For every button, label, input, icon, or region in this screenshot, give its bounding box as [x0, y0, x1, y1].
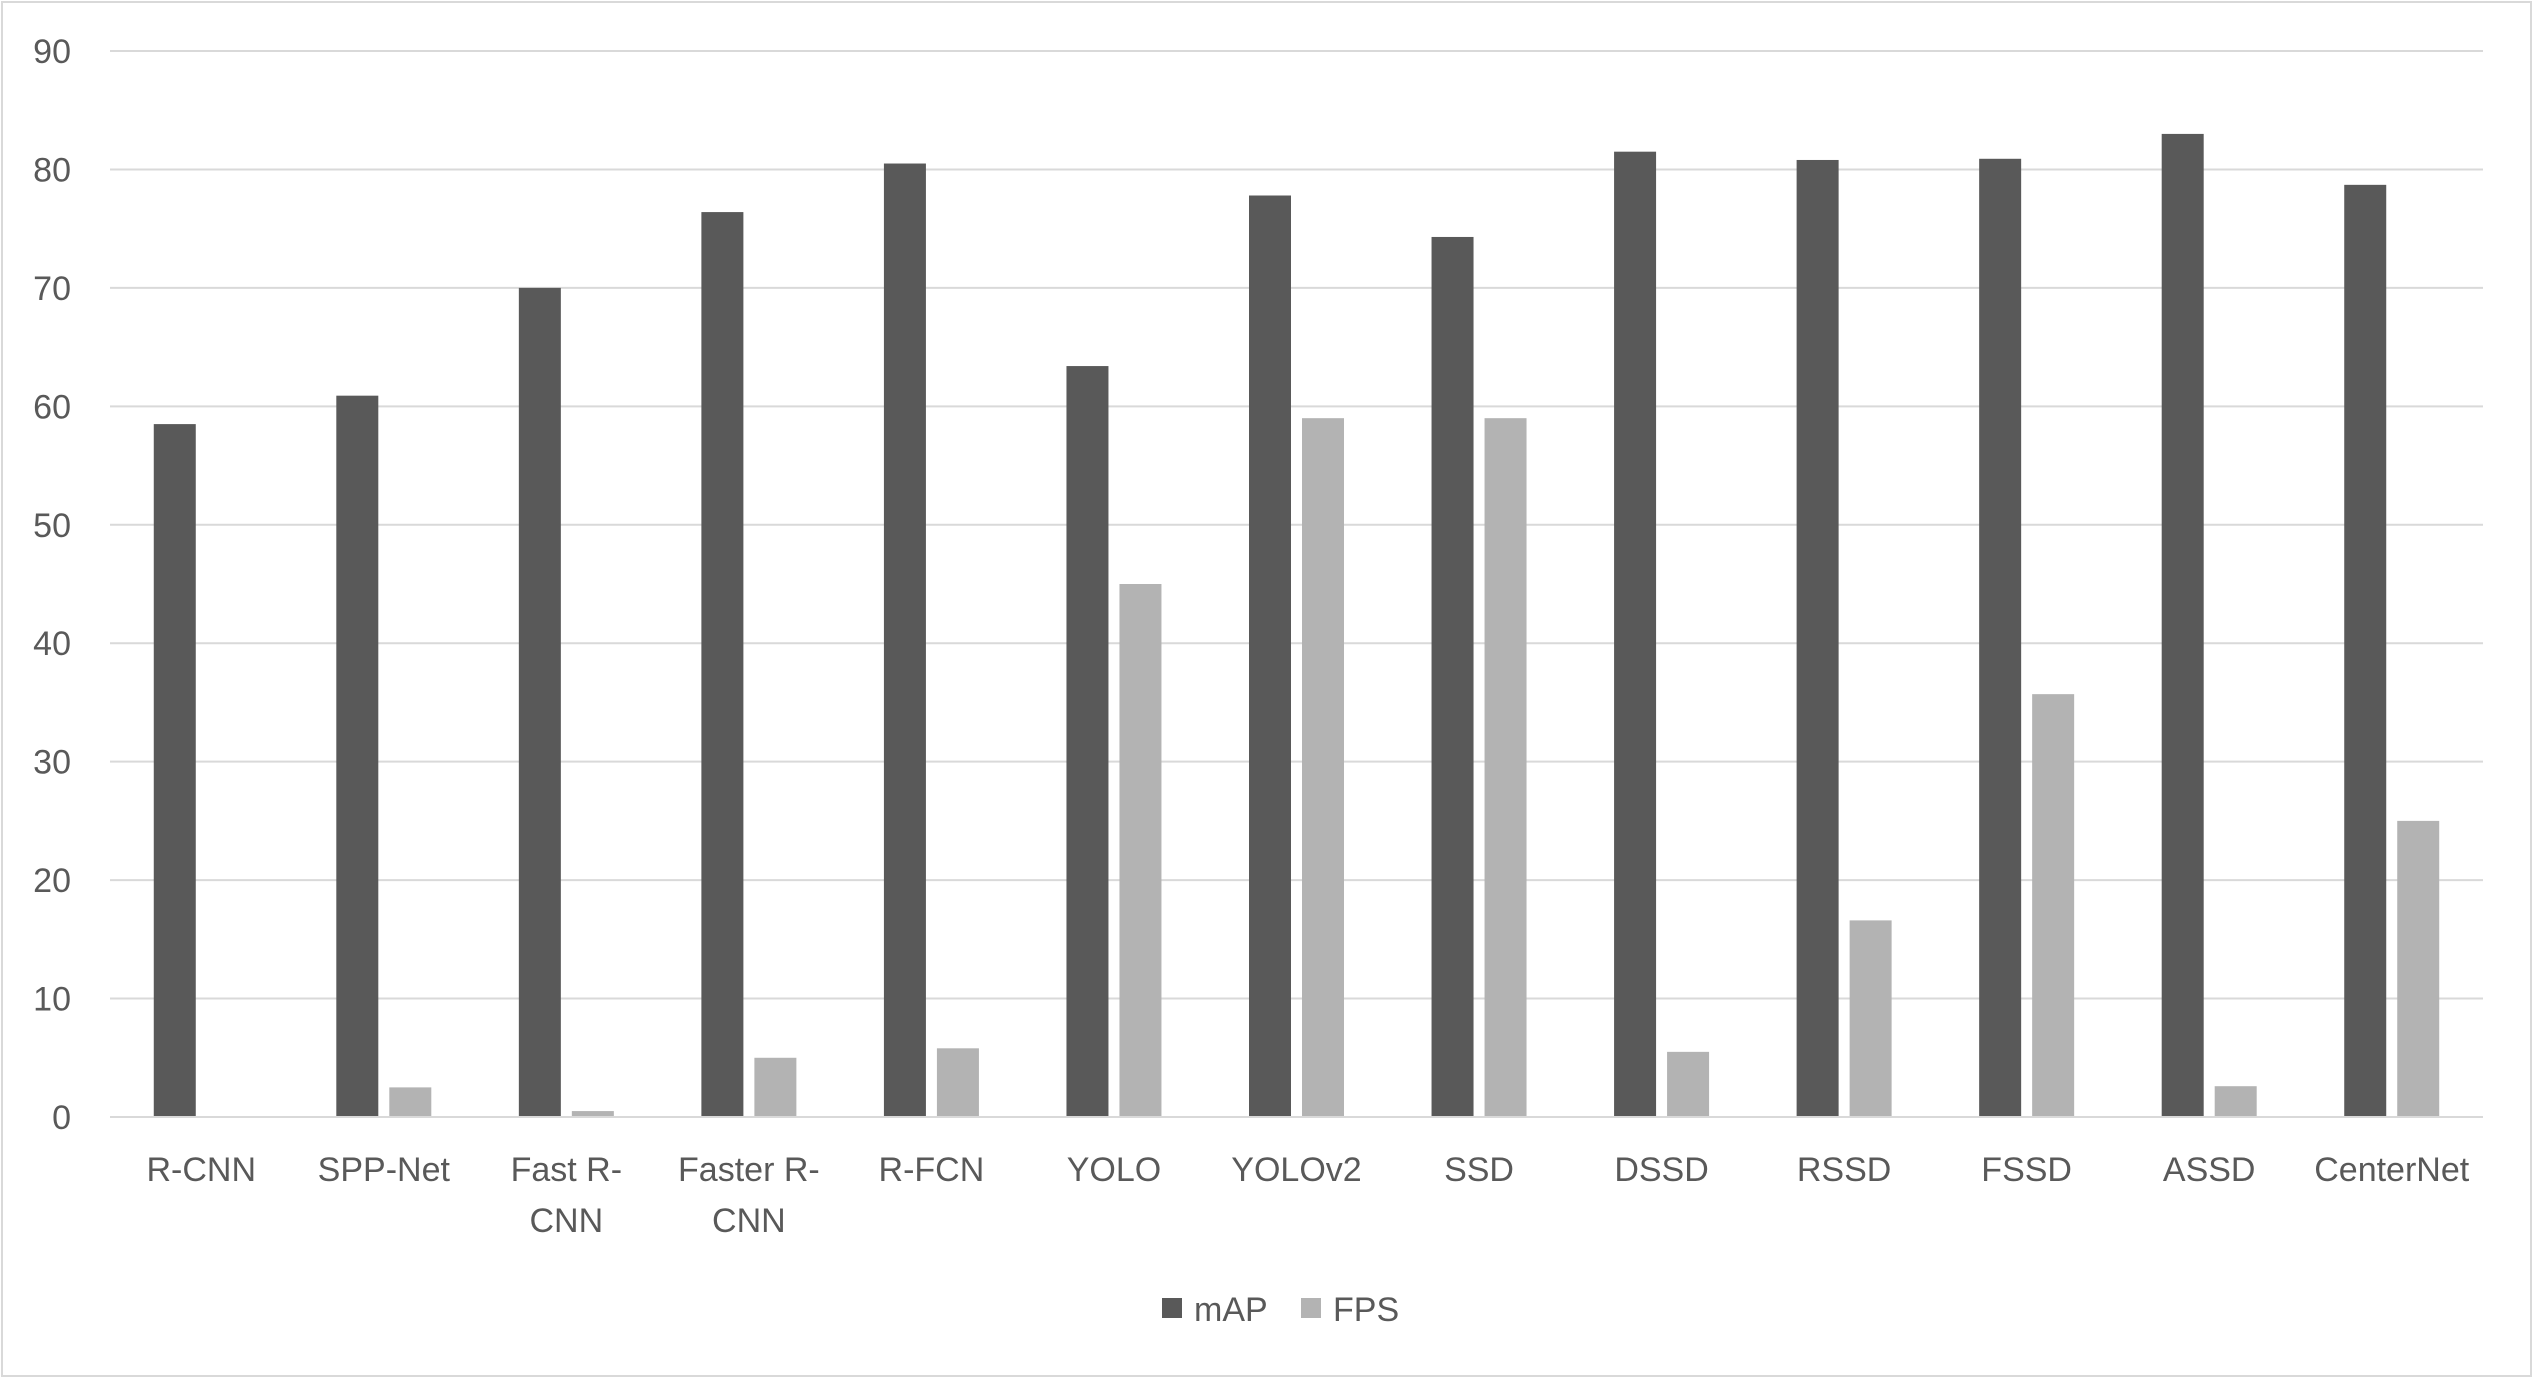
bar-map-dssd	[1614, 151, 1657, 1117]
bar-fps-spp-net	[389, 1087, 432, 1117]
bar-fps-rssd	[1849, 920, 1892, 1117]
x-tick-label: SPP-Net	[318, 1151, 451, 1189]
bar-map-assd	[2161, 133, 2204, 1117]
bar-fps-faster-r-cnn	[754, 1057, 797, 1117]
axes: 0 10 20 30 40 50 60 70 80 90 R-CNN SPP-Net Fast R- CN…	[33, 33, 2483, 1240]
y-tick-label: 40	[33, 625, 71, 663]
bar-map-r-fcn	[883, 163, 926, 1117]
legend-label-map: mAP	[1194, 1291, 1268, 1329]
bar-fps-fssd	[2032, 694, 2075, 1117]
bar-fps-assd	[2214, 1086, 2257, 1117]
x-tick-label: DSSD	[1614, 1151, 1708, 1189]
bar-fps-centernet	[2397, 820, 2440, 1117]
y-tick-label: 0	[52, 1099, 71, 1137]
y-tick-label: 80	[33, 151, 71, 189]
x-tick-label: R-FCN	[879, 1151, 985, 1189]
x-tick-label: Faster R-	[678, 1151, 820, 1189]
y-tick-label: 20	[33, 862, 71, 900]
bar-fps-ssd	[1484, 418, 1527, 1118]
legend: mAP FPS	[1162, 1291, 1399, 1329]
bar-map-r-cnn	[153, 424, 196, 1118]
gridlines	[110, 50, 2483, 1118]
legend-swatch-fps	[1301, 1298, 1321, 1318]
bar-map-rssd	[1796, 159, 1839, 1118]
x-tick-label: YOLO	[1067, 1151, 1161, 1189]
y-tick-label: 70	[33, 270, 71, 308]
y-tick-label: 90	[33, 33, 71, 71]
y-tick-label: 10	[33, 981, 71, 1019]
x-tick-label: CNN	[712, 1202, 786, 1240]
x-tick-label: SSD	[1444, 1151, 1514, 1189]
legend-swatch-map	[1162, 1298, 1182, 1318]
bar-map-centernet	[2344, 184, 2387, 1117]
bar-map-spp-net	[336, 395, 379, 1117]
x-tick-label: R-CNN	[146, 1151, 256, 1189]
x-tick-label: YOLOv2	[1231, 1151, 1361, 1189]
bar-fps-yolov2	[1302, 418, 1344, 1118]
x-tick-label: CenterNet	[2314, 1151, 2470, 1189]
bar-map-ssd	[1431, 236, 1474, 1118]
x-tick-label: Fast R-	[511, 1151, 622, 1189]
y-tick-label: 60	[33, 388, 71, 426]
y-tick-label: 50	[33, 507, 71, 545]
bar-fps-yolo	[1119, 584, 1162, 1117]
x-tick-label: CNN	[530, 1202, 604, 1240]
bar-map-yolov2	[1249, 195, 1291, 1118]
x-tick-label: FSSD	[1981, 1151, 2072, 1189]
bars	[153, 133, 2440, 1118]
bar-fps-r-fcn	[936, 1048, 979, 1117]
bar-map-yolo	[1066, 366, 1109, 1117]
bar-map-faster-r-cnn	[701, 212, 744, 1117]
x-tick-label: RSSD	[1797, 1151, 1891, 1189]
bar-map-fssd	[1979, 158, 2022, 1118]
x-tick-label: ASSD	[2163, 1151, 2256, 1189]
bar-fps-fast-r-cnn	[571, 1111, 614, 1117]
legend-label-fps: FPS	[1333, 1291, 1399, 1329]
bar-map-fast-r-cnn	[518, 287, 561, 1117]
bar-fps-dssd	[1667, 1051, 1710, 1117]
y-tick-label: 30	[33, 744, 71, 782]
